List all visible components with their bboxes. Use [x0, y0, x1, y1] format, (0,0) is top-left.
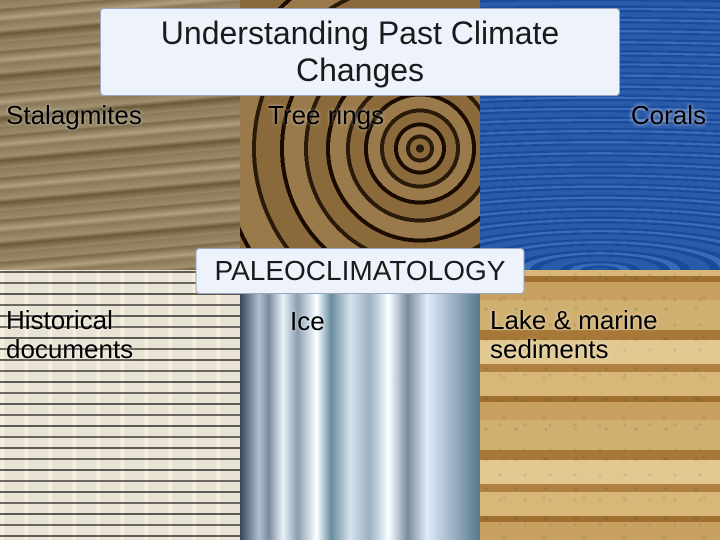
label-ice: Ice — [290, 306, 325, 337]
label-sediments-line1: Lake & marine — [490, 305, 658, 335]
center-heading-text: PALEOCLIMATOLOGY — [215, 255, 506, 286]
title-text: Understanding Past Climate Changes — [161, 15, 559, 88]
slide-title: Understanding Past Climate Changes — [100, 8, 620, 96]
label-sediments-line2: sediments — [490, 334, 609, 364]
panel-ice — [240, 270, 480, 540]
center-heading: PALEOCLIMATOLOGY — [196, 248, 525, 294]
label-tree-rings: Tree rings — [268, 100, 384, 131]
label-corals-text: Corals — [631, 100, 706, 130]
label-historical-line1: Historical — [6, 305, 113, 335]
label-historical-documents: Historical documents — [6, 306, 133, 363]
label-corals: Corals — [631, 100, 706, 131]
label-stalagmites: Stalagmites — [6, 100, 142, 131]
label-ice-text: Ice — [290, 306, 325, 336]
label-historical-line2: documents — [6, 334, 133, 364]
label-tree-rings-text: Tree rings — [268, 100, 384, 130]
label-stalagmites-text: Stalagmites — [6, 100, 142, 130]
label-sediments: Lake & marine sediments — [490, 306, 710, 363]
